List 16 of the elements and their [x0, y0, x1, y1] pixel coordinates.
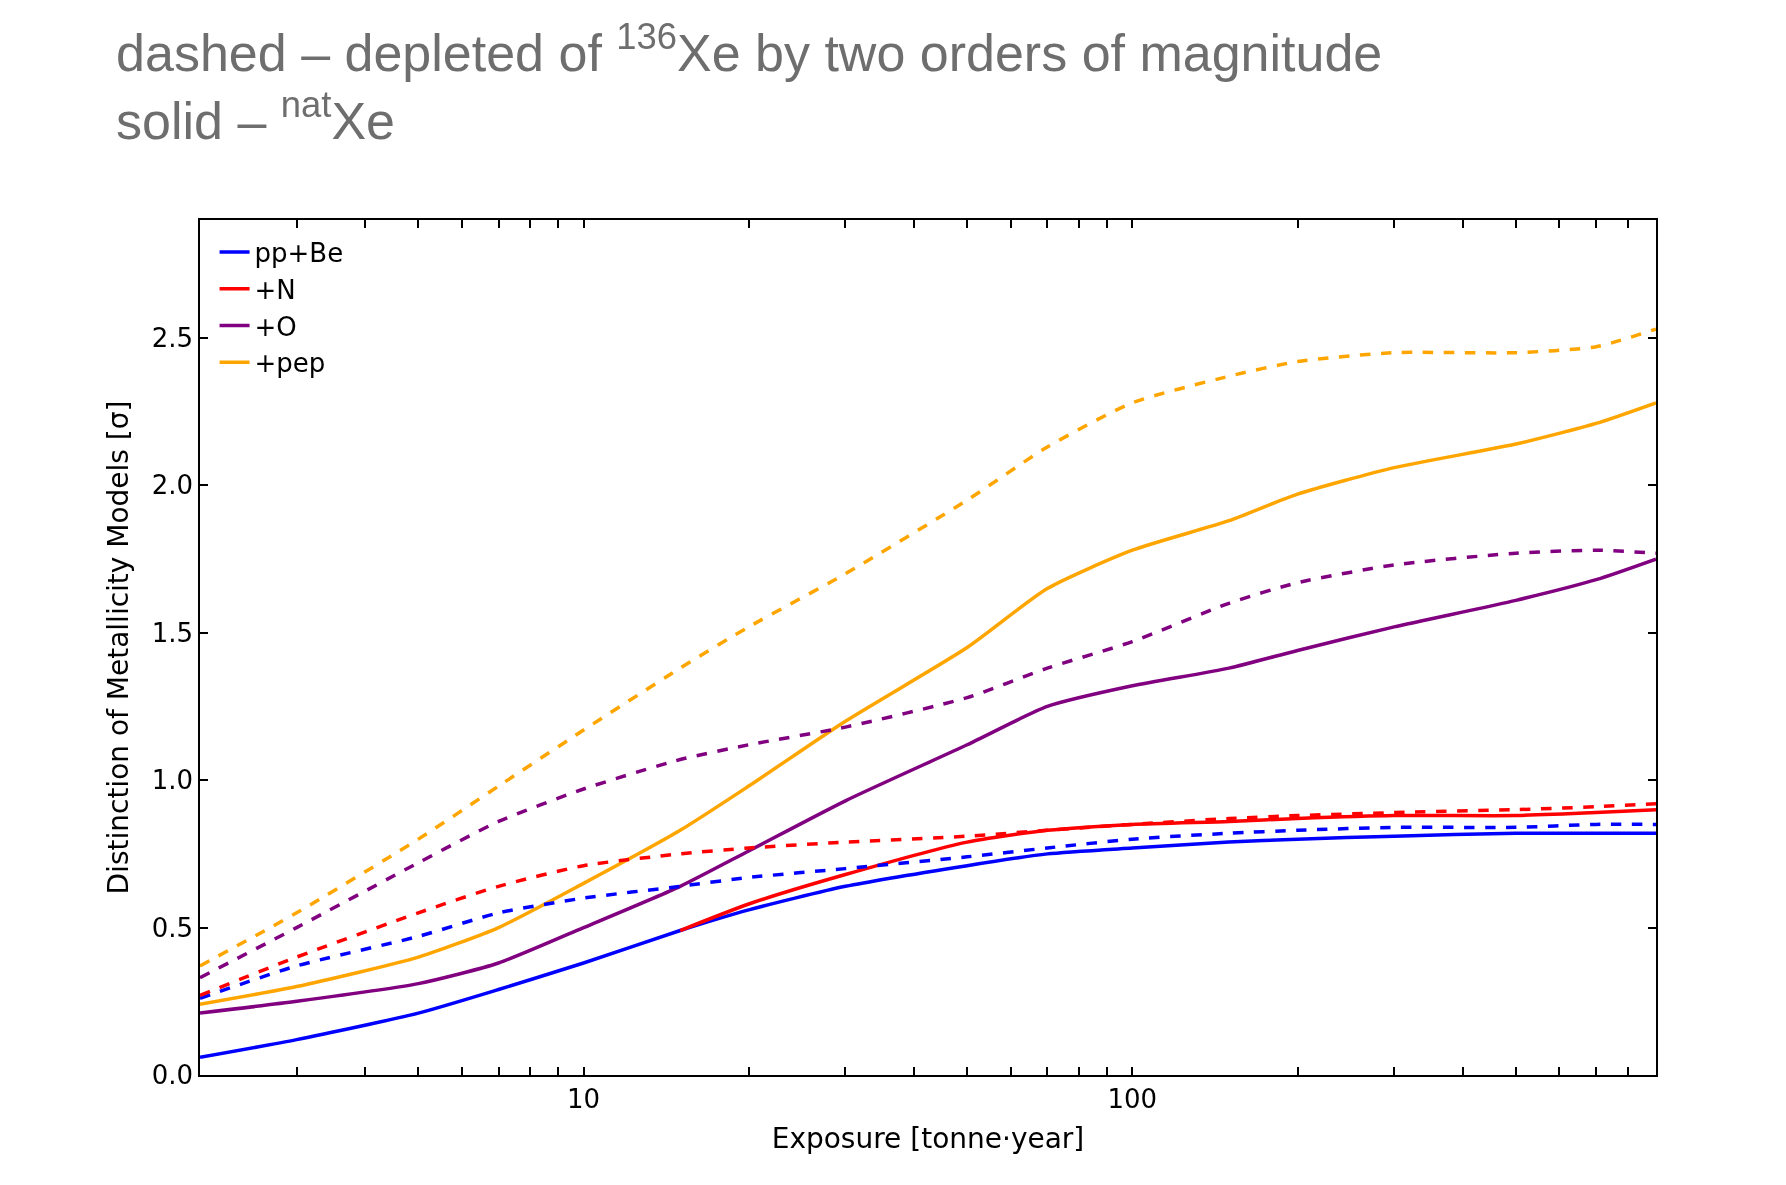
x-axis-title: Exposure [tonne·year] [771, 1121, 1085, 1155]
legend-label: +pep [254, 348, 326, 379]
y-tick-label: 2.5 [151, 323, 194, 354]
y-axis-title: Distinction of Metallicity Models [σ] [101, 400, 135, 895]
legend-label: pp+Be [254, 238, 344, 269]
y-tick-label: 1.0 [151, 765, 194, 796]
x-tick-label: 10 [567, 1083, 601, 1114]
y-tick-label: 2.0 [151, 470, 194, 501]
x-tick-label: 100 [1107, 1083, 1158, 1114]
y-tick-label: 0.5 [151, 912, 194, 943]
chart-subtitle: solid – $^{nat}$Xe [116, 83, 396, 150]
chart-title: dashed – depleted of $^{136}$Xe by two orders of magnitude [116, 16, 1383, 83]
y-tick-label: 0.0 [151, 1060, 194, 1091]
legend-label: +O [254, 311, 297, 342]
y-tick-label: 1.5 [151, 617, 194, 648]
legend-label: +N [254, 274, 296, 305]
